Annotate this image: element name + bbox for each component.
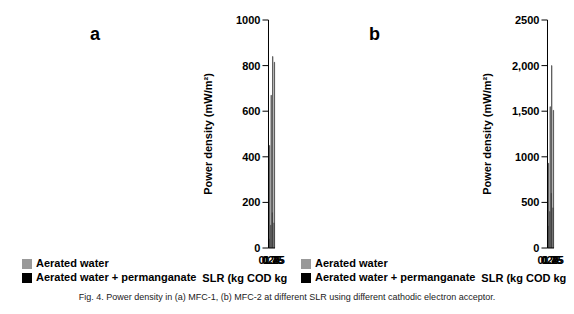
svg-text:0: 0 [533,242,539,254]
svg-text:SLR (kg COD kg VSS⁻¹ d⁻¹): SLR (kg COD kg VSS⁻¹ d⁻¹) [202,272,287,284]
svg-text:600: 600 [242,105,260,117]
svg-text:800: 800 [242,60,260,72]
svg-text:Power density (mW/m²): Power density (mW/m²) [481,73,493,195]
svg-text:1.25: 1.25 [542,254,563,266]
svg-text:1,500: 1,500 [512,105,540,117]
svg-text:1000: 1000 [515,151,539,163]
svg-text:2,000: 2,000 [512,60,540,72]
svg-text:400: 400 [242,151,260,163]
svg-text:SLR (kg COD kg VSS⁻¹ d⁻¹): SLR (kg COD kg VSS⁻¹ d⁻¹) [481,272,566,284]
html-text:Aerated water: Aerated water [36,257,109,269]
html-text:Aerated water + permanganate: Aerated water + permanganate [315,271,476,283]
svg-text:1000: 1000 [236,14,260,26]
html-text:Fig. 4. Power density in (a) M: Fig. 4. Power density in (a) MFC-1, (b) … [78,292,496,302]
svg-text:500: 500 [521,196,539,208]
html-text:b: b [369,24,380,44]
svg-text:1.25: 1.25 [263,254,284,266]
svg-text:Power density (mW/m²): Power density (mW/m²) [202,73,214,195]
html-text:Aerated water: Aerated water [315,257,388,269]
svg-text:200: 200 [242,196,260,208]
svg-text:0: 0 [254,242,260,254]
svg-text:2500: 2500 [515,14,539,26]
html-text:Aerated water + permanganate: Aerated water + permanganate [36,271,197,283]
html-text:a: a [90,24,100,44]
